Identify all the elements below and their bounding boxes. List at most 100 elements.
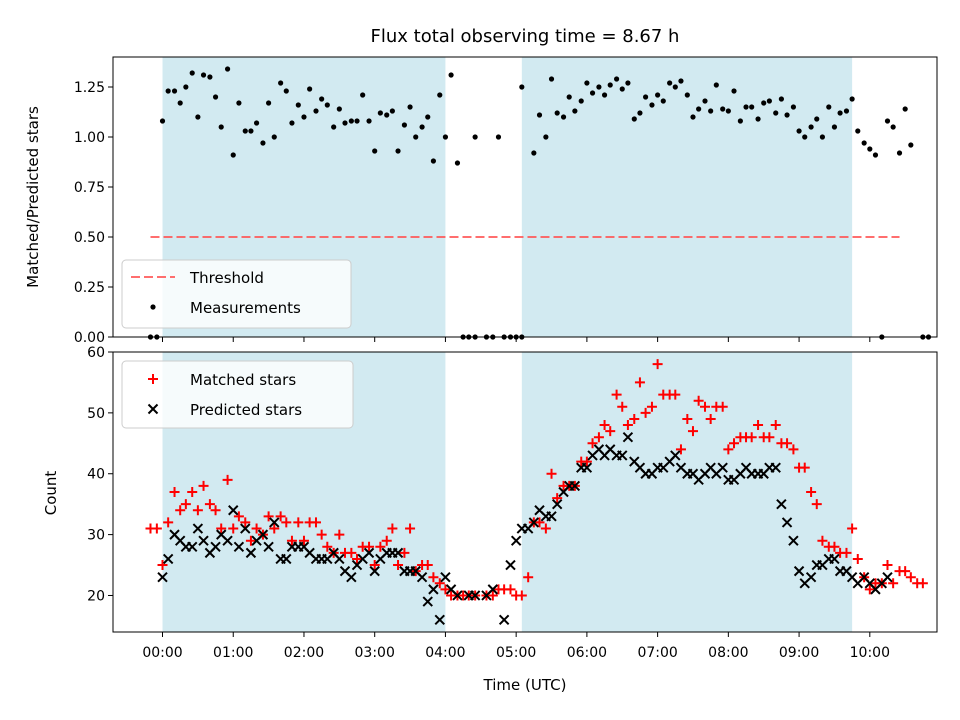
measurement-point bbox=[672, 84, 678, 90]
predicted-star-point bbox=[392, 547, 404, 559]
bottom-panel-counts: 20 30 40 50 60 00:00 01:00 02:00 03:00 04:00 05:00… bbox=[87, 345, 938, 661]
bottom-y-tick-label: 40 bbox=[87, 467, 105, 483]
predicted-star-point bbox=[257, 529, 269, 540]
measurement-point bbox=[189, 70, 195, 76]
top-legend-box bbox=[121, 259, 352, 329]
measurement-point bbox=[607, 82, 613, 88]
matched-star-point bbox=[346, 547, 357, 558]
top-y-axis-label: Matched/Predicted stars bbox=[24, 106, 42, 288]
legend-measurement-label: Measurements bbox=[190, 299, 301, 317]
measurement-point bbox=[442, 134, 449, 140]
matched-star-point bbox=[581, 456, 592, 467]
matched-star-point bbox=[169, 487, 180, 497]
bottom-legend-box bbox=[121, 360, 354, 429]
top-observing-window-2 bbox=[521, 57, 853, 337]
measurement-point bbox=[472, 134, 478, 140]
matched-star-point bbox=[546, 468, 557, 479]
measurement-point bbox=[543, 134, 549, 140]
measurement-point bbox=[236, 100, 242, 106]
matched-star-point bbox=[428, 572, 439, 583]
bottom-y-tick-label: 20 bbox=[87, 588, 105, 604]
matched-star-point bbox=[764, 432, 775, 443]
measurement-point bbox=[548, 76, 555, 82]
matched-star-point bbox=[405, 523, 416, 534]
measurement-point bbox=[307, 86, 313, 92]
measurement-point bbox=[884, 118, 891, 124]
x-tick-label: 09:00 bbox=[779, 645, 819, 661]
predicted-star-point bbox=[363, 547, 375, 559]
top-panel-ratio: 0.00 0.25 0.50 0.75 1.00 1.25 Threshold Measure… bbox=[74, 56, 938, 346]
measurement-point bbox=[819, 134, 826, 140]
measurement-point bbox=[578, 98, 584, 104]
measurement-point bbox=[248, 128, 254, 134]
measurement-point bbox=[684, 92, 690, 98]
top-y-tick-label: 1.25 bbox=[74, 80, 105, 96]
predicted-star-point bbox=[551, 498, 563, 510]
matched-star-point bbox=[316, 529, 327, 540]
measurement-point bbox=[395, 148, 401, 154]
measurement-point bbox=[212, 94, 219, 100]
predicted-star-point bbox=[793, 565, 805, 577]
matched-star-point bbox=[505, 584, 516, 595]
measurement-point bbox=[171, 88, 178, 94]
matched-star-point bbox=[322, 541, 333, 552]
measurement-point bbox=[667, 80, 673, 86]
predicted-star-point bbox=[569, 480, 581, 492]
measurement-point bbox=[384, 112, 390, 118]
measurement-point bbox=[814, 116, 820, 122]
measurement-point bbox=[437, 92, 443, 98]
measurement-point bbox=[743, 104, 749, 110]
matched-star-point bbox=[310, 517, 321, 528]
top-y-tick-label: 0.00 bbox=[74, 330, 105, 346]
matched-star-point bbox=[523, 572, 534, 583]
measurement-point bbox=[313, 108, 319, 114]
bottom-y-tick-label: 50 bbox=[87, 406, 105, 422]
x-tick-label: 03:00 bbox=[355, 645, 395, 661]
predicted-star-point bbox=[240, 523, 251, 534]
measurement-point bbox=[678, 78, 684, 84]
measurement-point bbox=[596, 84, 602, 90]
measurement-point bbox=[448, 72, 454, 78]
predicted-star-point bbox=[269, 517, 280, 528]
matched-star-point bbox=[847, 523, 858, 534]
bottom-observing-window-2 bbox=[521, 352, 853, 632]
top-y-tick-label: 0.75 bbox=[74, 180, 105, 196]
measurement-point bbox=[702, 98, 708, 104]
predicted-star-point bbox=[162, 553, 174, 565]
bottom-series-2 bbox=[157, 432, 893, 626]
predicted-star-point bbox=[776, 498, 787, 510]
matched-star-point bbox=[888, 578, 899, 589]
measurement-point bbox=[843, 108, 850, 114]
predicted-star-point bbox=[263, 541, 274, 552]
predicted-star-point bbox=[157, 572, 168, 583]
matched-star-point bbox=[917, 578, 928, 589]
matched-star-point bbox=[163, 517, 174, 528]
top-legend: Threshold Measurements bbox=[121, 259, 352, 329]
matched-star-point bbox=[434, 578, 445, 589]
measurement-point bbox=[295, 102, 301, 108]
matched-star-point bbox=[682, 413, 693, 424]
measurement-point bbox=[655, 92, 661, 98]
measurement-point bbox=[242, 128, 248, 134]
predicted-star-point bbox=[498, 614, 510, 626]
bottom-y-axis-label: Count bbox=[42, 471, 60, 516]
predicted-star-point bbox=[281, 553, 292, 565]
measurement-point bbox=[331, 124, 337, 130]
measurement-point bbox=[401, 122, 408, 128]
matched-star-point bbox=[900, 566, 911, 577]
measurement-point bbox=[165, 88, 171, 94]
measurement-point bbox=[572, 108, 578, 114]
top-y-tick-label: 1.00 bbox=[74, 130, 105, 146]
matched-star-point bbox=[746, 432, 757, 443]
matched-star-point bbox=[841, 547, 852, 558]
measurement-point bbox=[589, 90, 596, 96]
measurement-point bbox=[890, 124, 896, 130]
matched-star-point bbox=[770, 420, 781, 431]
measurement-point bbox=[749, 104, 755, 110]
predicted-star-point bbox=[192, 523, 204, 534]
matched-star-point bbox=[646, 401, 657, 412]
matched-star-point bbox=[723, 444, 734, 455]
matched-star-point bbox=[157, 560, 168, 571]
measurement-point bbox=[413, 134, 419, 140]
measurement-point bbox=[207, 74, 213, 80]
